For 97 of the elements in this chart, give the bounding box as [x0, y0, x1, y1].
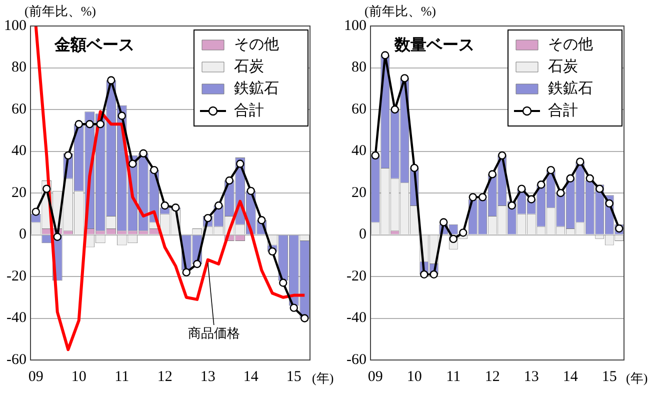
- point: [459, 228, 468, 237]
- point: [118, 112, 126, 120]
- point: [400, 74, 409, 82]
- point: [527, 195, 536, 204]
- x-axis-title: (年): [626, 370, 648, 386]
- x-tick-label: 10: [71, 368, 86, 385]
- legend-label: 鉄鉱石: [548, 80, 593, 97]
- point: [566, 174, 574, 182]
- y-tick-label: 60: [12, 101, 26, 118]
- point: [576, 158, 584, 166]
- y-tick-label: 100: [344, 18, 366, 34]
- point: [53, 232, 62, 241]
- legend-label: 合計: [548, 102, 578, 119]
- x-tick-label: 11: [114, 368, 130, 385]
- point: [150, 166, 158, 174]
- y-tick-label: 0: [359, 226, 366, 243]
- point: [182, 268, 190, 276]
- x-tick-label: 12: [484, 368, 500, 385]
- x-tick-label: 14: [562, 368, 578, 385]
- x-tick-label: 12: [157, 368, 172, 385]
- point: [204, 214, 212, 222]
- point: [518, 184, 526, 193]
- y-tick-label: -40: [6, 310, 26, 326]
- y-tick-label: 60: [352, 101, 366, 118]
- x-tick-label: 14: [243, 368, 259, 385]
- point: [546, 166, 555, 174]
- point: [381, 51, 390, 60]
- point: [488, 170, 496, 178]
- x-tick-label: 15: [286, 368, 302, 385]
- point: [74, 120, 83, 128]
- y-axis-title: (前年比、%): [364, 3, 436, 18]
- point: [537, 180, 546, 189]
- point: [172, 204, 180, 212]
- point: [468, 193, 477, 202]
- point: [225, 176, 234, 185]
- point: [32, 208, 40, 216]
- y-tick-label: 0: [19, 226, 26, 243]
- y-tick-label: 20: [352, 184, 366, 201]
- legend-label: 石炭: [548, 58, 578, 75]
- point: [410, 164, 418, 172]
- point: [508, 201, 516, 210]
- x-tick-label: 11: [446, 368, 461, 385]
- x-tick-label: 15: [602, 368, 617, 385]
- point: [290, 304, 298, 312]
- point: [420, 270, 428, 279]
- text: 金額ベース: [54, 36, 134, 54]
- point: [258, 216, 266, 224]
- point: [300, 314, 309, 322]
- y-tick-label: -60: [346, 352, 366, 368]
- point: [193, 260, 202, 268]
- legend-label: その他: [234, 36, 279, 53]
- y-tick-label: -20: [346, 268, 366, 284]
- x-axis-title: (年): [312, 370, 334, 386]
- point: [596, 184, 604, 193]
- point: [556, 188, 565, 198]
- point: [390, 105, 399, 114]
- legend-label: 鉄鉱石: [234, 80, 279, 97]
- y-tick-label: -40: [346, 310, 366, 326]
- point: [128, 160, 137, 168]
- y-tick-label: 100: [4, 18, 26, 34]
- point: [440, 218, 448, 226]
- x-tick-label: 09: [28, 368, 44, 385]
- point: [246, 186, 255, 196]
- point: [160, 201, 169, 210]
- x-tick-label: 09: [368, 368, 383, 385]
- point: [478, 193, 487, 202]
- point: [371, 151, 380, 160]
- y-tick-label: 40: [352, 143, 366, 160]
- legend-label: 合計: [234, 102, 264, 119]
- point: [139, 149, 148, 158]
- point: [42, 184, 51, 193]
- point: [214, 201, 223, 210]
- point: [279, 278, 288, 287]
- y-tick-label: 20: [12, 184, 26, 201]
- point: [605, 199, 614, 208]
- point: [96, 120, 104, 128]
- annotation: 商品価格: [188, 325, 240, 340]
- legend-label: 石炭: [234, 58, 264, 75]
- y-tick-label: -20: [6, 268, 26, 284]
- x-tick-label: 13: [524, 368, 539, 385]
- point: [268, 247, 276, 256]
- y-tick-label: 80: [12, 60, 26, 76]
- point: [86, 120, 94, 128]
- text: 数量ベース: [394, 36, 474, 54]
- point: [586, 174, 594, 182]
- y-tick-label: -60: [6, 352, 26, 368]
- point: [236, 160, 244, 168]
- y-tick-label: 40: [12, 143, 26, 160]
- legend-label: その他: [548, 36, 593, 53]
- point: [64, 151, 72, 160]
- point: [430, 270, 438, 279]
- y-tick-label: 80: [352, 60, 366, 76]
- x-tick-label: 13: [200, 368, 216, 385]
- x-tick-label: 10: [406, 368, 422, 385]
- point: [498, 151, 506, 160]
- y-axis-title: (前年比、%): [24, 3, 96, 18]
- point: [107, 76, 116, 84]
